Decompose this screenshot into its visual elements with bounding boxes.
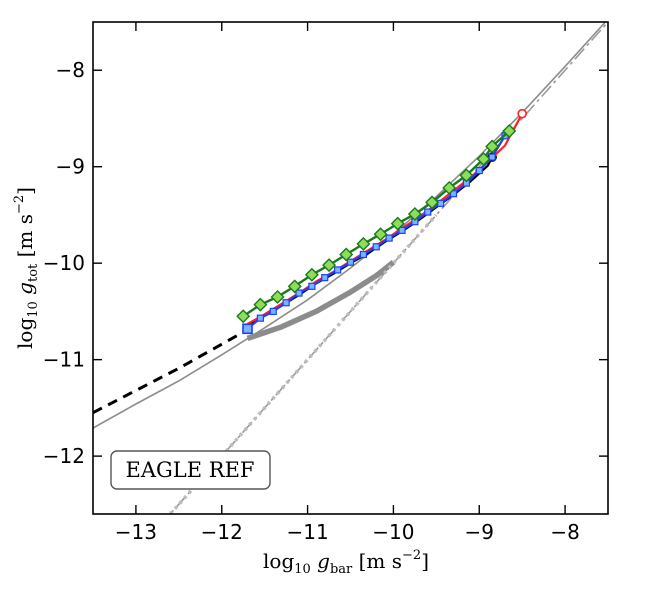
y-axis-label: log10 gtot [m s−2] [12,187,41,349]
x-tick-label: −8 [550,520,579,544]
series-blue-marker [334,266,342,274]
series-blue-marker [256,314,264,322]
one-to-one-line [169,22,608,514]
series-red-line [246,113,524,325]
series-blue-marker [308,282,316,290]
series-green-marker [236,309,251,324]
series-blue-marker [321,274,329,282]
dashed-extension-line [93,328,249,415]
series-green-marker [322,258,337,273]
series-blue-marker [242,323,253,335]
series-green-marker [356,236,371,251]
y-tick-label: −9 [56,155,85,179]
x-tick-label: −11 [286,520,328,544]
series-blue-marker [282,299,290,307]
x-axis-label: log10 gbar [m s−2] [263,548,429,577]
x-axis-ticks: −13 −12 −11 −10 −9 −8 [115,22,580,544]
series-blue-marker [437,199,445,207]
x-tick-label: −12 [201,520,243,544]
x-tick-label: −13 [115,520,157,544]
thick-grey-curve [246,260,396,342]
series-green-marker [459,168,474,183]
series-green-marker [270,289,285,304]
annotation-box: EAGLE REF [110,450,271,490]
series-green-marker [502,124,517,139]
series-blue-marker [372,243,380,251]
y-tick-label: −11 [43,348,85,372]
series-blue-marker [424,208,432,216]
y-tick-label: −10 [43,251,85,275]
y-tick-label: −8 [56,58,85,82]
series-green-marker [253,297,268,312]
series-blue-marker [398,226,406,234]
series-red-marker [517,108,527,119]
fit-curve-thin [93,22,607,429]
series-green-marker [476,151,491,166]
y-axis-ticks: −12 −11 −10 −9 −8 [43,58,608,468]
series-green-marker [373,227,388,242]
series-blue-marker [385,234,393,242]
annotation-label: EAGLE REF [126,458,255,482]
series-blue-marker [449,190,458,198]
series-green-marker [287,279,302,294]
y-tick-label: −12 [43,444,85,468]
series-green-marker [390,216,405,231]
series-blue-marker [488,153,496,161]
series-green-marker [339,247,354,262]
series-green-marker [485,139,500,154]
series-blue-marker [269,307,277,316]
series-blue-marker [359,250,367,259]
series-blue-marker [295,289,303,297]
series-green-marker [407,206,422,221]
series-green-marker [304,267,319,282]
series-blue-marker [346,258,355,266]
plot-frame [92,21,609,515]
x-tick-label: −9 [465,520,494,544]
series-green-marker [442,180,457,195]
series-blue-marker [475,166,483,175]
x-tick-label: −10 [372,520,414,544]
plot-area [93,22,608,514]
series-green-line [242,130,511,318]
series-green-marker [425,195,440,210]
